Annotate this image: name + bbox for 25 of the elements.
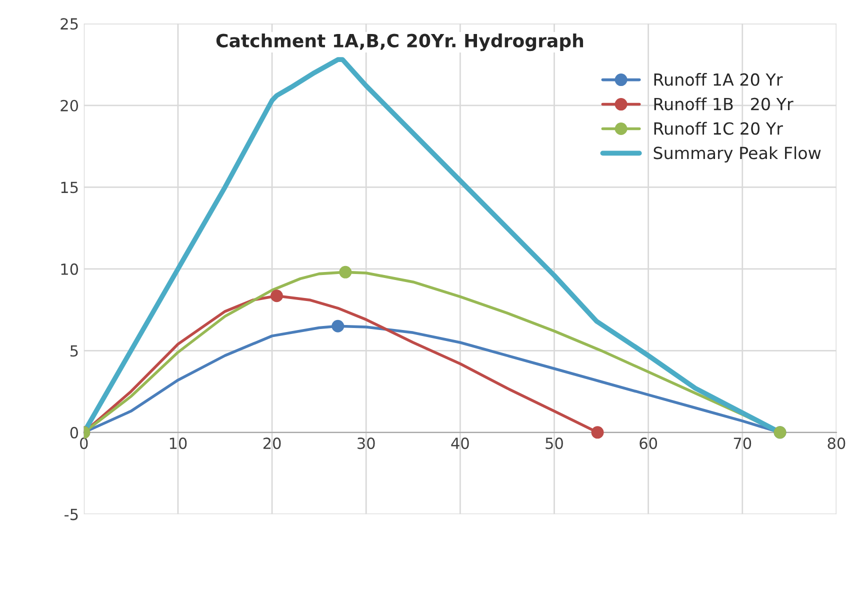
legend-label: Runoff 1A 20 Yr [654,72,783,86]
point [591,426,604,439]
y-tick-label: -5 [64,508,78,520]
x-tick-label: 70 [734,438,752,450]
y-tick-label: 15 [61,182,78,194]
y-tick-label: 10 [61,263,78,275]
x-tick-label: 10 [170,438,187,450]
point [339,266,352,278]
point [332,320,344,332]
y-tick-label: 20 [60,100,78,112]
text: Catchment 1A,B,C 20Yr. Hydrograph [216,33,584,52]
x-tick-label: 50 [546,438,563,450]
legend-label: Summary Peak Flow [654,146,821,162]
point [270,290,283,302]
x-tick-label: 40 [451,438,469,450]
x-tick-label: 80 [828,438,846,450]
x-tick-label: 30 [358,438,375,450]
legend-label: Runoff 1C 20 Yr [654,122,783,135]
x-tick-label: 20 [263,438,281,450]
y-tick-label: 25 [60,18,78,30]
x-tick-label: 60 [640,438,658,450]
x-tick-label: 0 [80,438,88,450]
legend-label: Runoff 1B 20 Yr [654,97,794,110]
y-tick-label: 0 [70,426,78,438]
y-tick-label: 5 [70,345,78,357]
